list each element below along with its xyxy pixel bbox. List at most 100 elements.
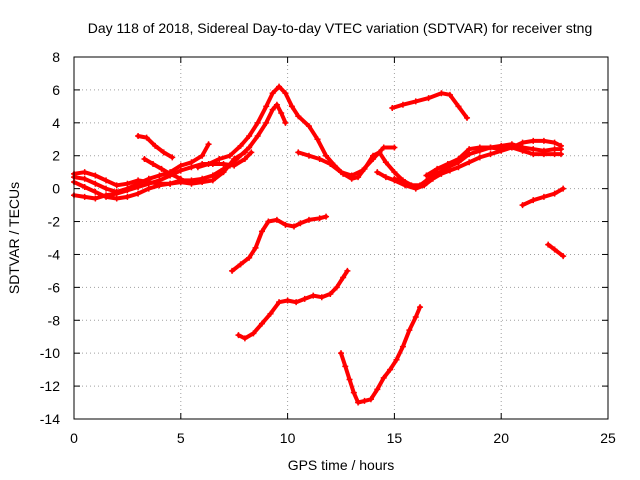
grid-lines xyxy=(74,57,608,419)
data-point xyxy=(167,170,174,177)
data-point xyxy=(229,267,236,274)
data-point xyxy=(237,261,244,268)
data-point xyxy=(235,332,242,339)
data-point xyxy=(316,215,323,222)
data-point xyxy=(103,177,110,184)
data-point xyxy=(560,185,567,192)
data-point xyxy=(355,174,362,181)
data-point xyxy=(160,149,167,156)
data-point xyxy=(284,297,291,304)
data-point xyxy=(241,156,248,163)
data-point xyxy=(412,98,419,105)
data-point xyxy=(216,156,223,163)
data-point xyxy=(391,175,398,182)
data-point xyxy=(177,175,184,182)
data-point xyxy=(380,144,387,151)
data-point xyxy=(297,220,304,227)
y-tick-label: 4 xyxy=(52,115,60,131)
data-point xyxy=(540,147,547,154)
data-point xyxy=(254,119,261,126)
data-point xyxy=(226,152,233,159)
data-point xyxy=(158,165,165,172)
data-point xyxy=(269,90,276,97)
data-point xyxy=(246,254,253,261)
data-point xyxy=(402,179,409,186)
data-point xyxy=(423,179,430,186)
y-tick-label: -6 xyxy=(48,279,61,295)
data-point xyxy=(152,142,159,149)
series-track-07 xyxy=(195,84,440,188)
data-point xyxy=(348,172,355,179)
data-point xyxy=(412,313,419,320)
data-point xyxy=(487,144,494,151)
data-point xyxy=(258,228,265,235)
data-point xyxy=(267,310,274,317)
x-tick-label: 10 xyxy=(280,430,296,446)
data-point xyxy=(551,146,558,153)
data-point xyxy=(177,167,184,174)
data-point xyxy=(167,180,174,187)
data-point xyxy=(551,139,558,146)
data-point xyxy=(124,180,131,187)
data-point xyxy=(438,90,445,97)
y-tick-label: 8 xyxy=(52,49,60,65)
y-tick-label: -4 xyxy=(48,246,61,262)
data-point xyxy=(391,144,398,151)
data-point xyxy=(558,142,565,149)
data-point xyxy=(560,253,567,260)
data-point xyxy=(209,172,216,179)
data-point xyxy=(464,114,471,121)
data-point xyxy=(248,149,255,156)
data-point xyxy=(361,397,368,404)
data-point xyxy=(103,193,110,200)
data-point xyxy=(81,169,88,176)
data-point xyxy=(417,304,424,311)
data-point xyxy=(355,399,362,406)
data-point xyxy=(338,350,344,357)
data-point xyxy=(314,136,321,143)
data-point xyxy=(305,216,312,223)
data-point xyxy=(340,274,347,281)
data-point xyxy=(273,216,280,223)
data-point xyxy=(276,83,283,90)
data-point xyxy=(246,132,253,139)
x-tick-labels: 0 5 10 15 20 25 xyxy=(70,430,616,446)
data-point xyxy=(293,299,300,306)
y-tick-label: 0 xyxy=(52,181,60,197)
data-point xyxy=(156,182,163,189)
x-tick-label: 20 xyxy=(493,430,509,446)
data-point xyxy=(318,294,325,301)
x-axis-label: GPS time / hours xyxy=(288,457,395,473)
data-point xyxy=(273,101,280,108)
data-point xyxy=(540,137,547,144)
data-point xyxy=(135,190,142,197)
data-point xyxy=(113,195,120,202)
data-point xyxy=(92,195,99,202)
data-point xyxy=(237,142,244,149)
data-point xyxy=(124,187,131,194)
data-point xyxy=(295,113,302,120)
chart-title: Day 118 of 2018, Sidereal Day-to-day VTE… xyxy=(88,20,592,36)
y-tick-label: 6 xyxy=(52,82,60,98)
data-point xyxy=(519,202,526,209)
data-point xyxy=(446,167,453,174)
data-point xyxy=(235,154,242,161)
data-point xyxy=(370,156,377,163)
data-point xyxy=(498,146,505,153)
data-point xyxy=(446,91,453,98)
plot-frame xyxy=(73,56,609,420)
data-point xyxy=(92,188,99,195)
series-track-08 xyxy=(296,145,397,178)
data-point xyxy=(250,330,257,337)
data-point xyxy=(389,105,396,112)
data-point xyxy=(466,146,473,153)
data-point xyxy=(92,172,99,179)
data-point xyxy=(124,193,131,200)
data-point xyxy=(113,182,120,189)
data-point xyxy=(333,284,340,291)
data-point xyxy=(288,103,295,110)
data-point xyxy=(81,193,88,200)
y-tick-label: -12 xyxy=(40,378,60,394)
data-point xyxy=(282,119,289,126)
data-point xyxy=(291,223,298,230)
